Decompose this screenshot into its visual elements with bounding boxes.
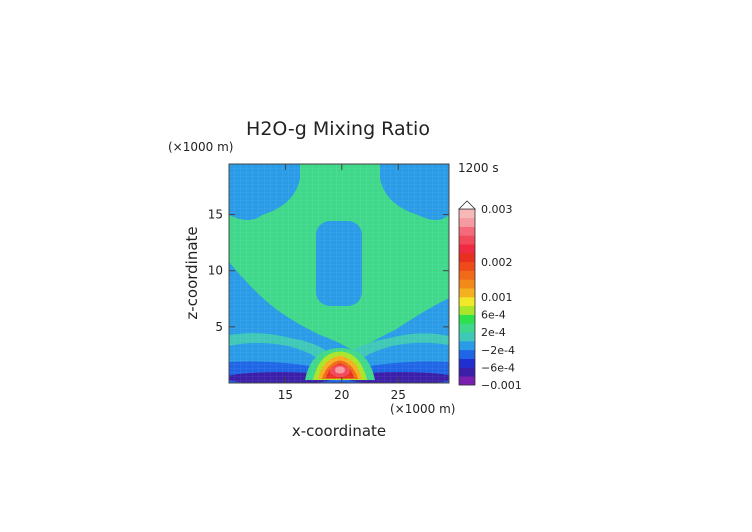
colorbar-tick-label: −2e-4 (481, 344, 515, 357)
colorbar-swatch (459, 209, 475, 219)
chart-title: H2O-g Mixing Ratio (246, 118, 430, 140)
colorbar-swatch (459, 323, 475, 333)
colorbar-swatch (459, 244, 475, 254)
y-tick-label: 10 (208, 264, 223, 278)
colorbar: 0.003 0.002 0.001 6e-4 2e-4 −2e-4 −6e-4 −0.001 (458, 200, 522, 392)
colorbar-tick-label: −6e-4 (481, 361, 515, 374)
colorbar-tick-label: −0.001 (481, 379, 522, 392)
x-axis-label: x-coordinate (292, 422, 386, 440)
colorbar-tick-label: 0.002 (481, 256, 513, 269)
colorbar-swatch (459, 376, 475, 386)
y-tick-label: 15 (208, 208, 223, 222)
colorbar-swatch (459, 332, 475, 342)
colorbar-swatch (459, 217, 475, 227)
colorbar-tick-label: 6e-4 (481, 309, 506, 322)
y-axis-label: z-coordinate (183, 226, 201, 319)
colorbar-swatch (459, 261, 475, 271)
colorbar-swatch (459, 314, 475, 324)
colorbar-swatch (459, 297, 475, 307)
colorbar-swatch (459, 341, 475, 351)
colorbar-extend-arrow (458, 200, 476, 210)
colorbar-swatch (459, 358, 475, 368)
x-tick-label: 15 (278, 388, 293, 402)
x-tick-label: 25 (391, 388, 406, 402)
x-axis-ticks: 15 20 25 (278, 164, 406, 402)
colorbar-tick-label: 2e-4 (481, 326, 506, 339)
colorbar-swatch (459, 226, 475, 236)
x-tick-label: 20 (334, 388, 349, 402)
colorbar-swatch (459, 288, 475, 298)
colorbar-swatch (459, 253, 475, 263)
y-tick-label: 5 (215, 320, 223, 334)
colorbar-swatch (459, 367, 475, 377)
y-axis-ticks: 5 10 15 (208, 208, 449, 334)
colorbar-tick-label: 0.003 (481, 203, 513, 216)
colorbar-swatch (459, 235, 475, 245)
y-unit-label: (×1000 m) (168, 140, 233, 154)
x-unit-label: (×1000 m) (390, 402, 455, 416)
colorbar-tick-label: 0.001 (481, 291, 513, 304)
contour-field (229, 164, 449, 383)
time-label: 1200 s (458, 161, 499, 175)
colorbar-swatch (459, 349, 475, 359)
colorbar-swatch (459, 270, 475, 280)
colorbar-swatch (459, 305, 475, 315)
plot-frame (228, 163, 450, 384)
colorbar-swatch (459, 279, 475, 289)
